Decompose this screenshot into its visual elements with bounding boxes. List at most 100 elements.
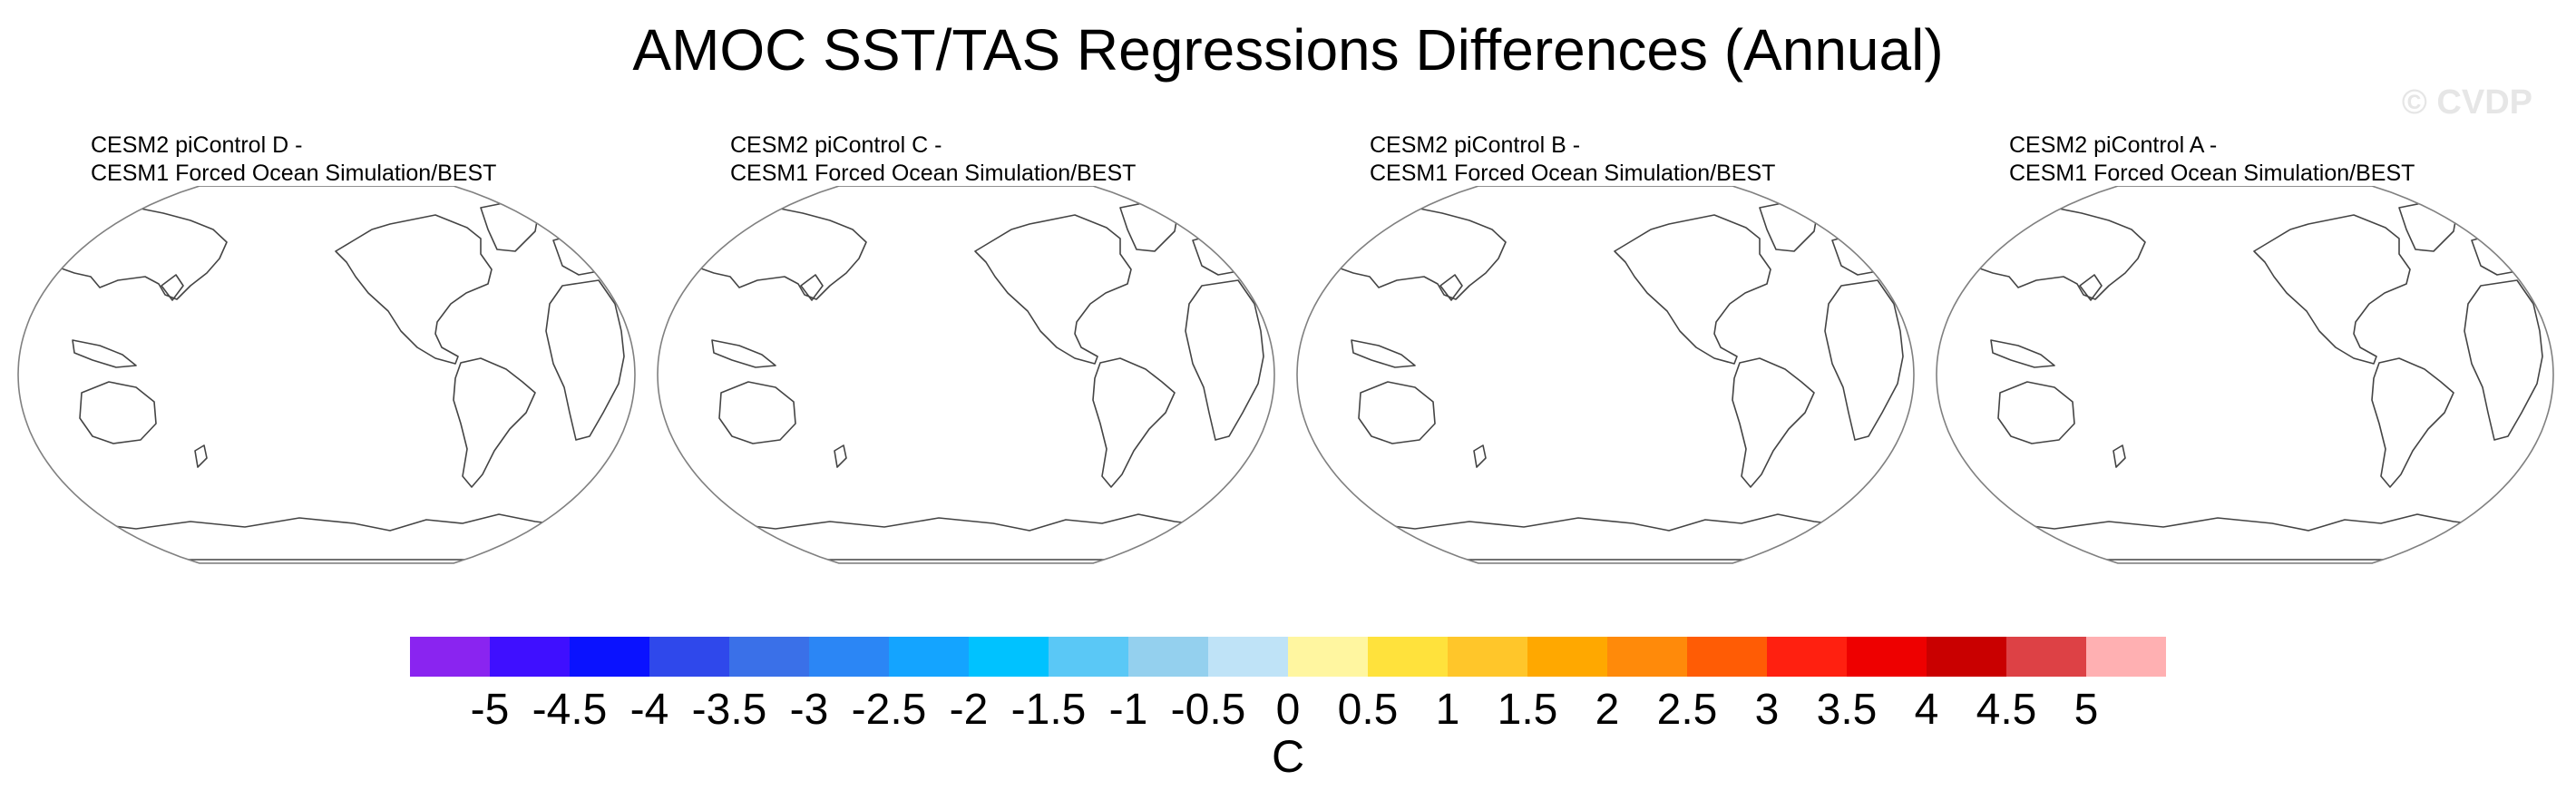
panel-title: CESM2 piControl A - CESM1 Forced Ocean S… [2009, 132, 2415, 188]
south-america-coastline [453, 357, 536, 488]
map-border [1936, 186, 2554, 564]
panel-title-line2: CESM1 Forced Ocean Simulation/BEST [1370, 161, 1776, 186]
panel-title-line1: CESM2 piControl C - [730, 132, 942, 158]
colorbar-swatch-7 [969, 637, 1049, 677]
new-zealand-coastline [1473, 444, 1487, 468]
continents [677, 200, 1268, 561]
new-zealand-coastline [834, 444, 847, 468]
panel-title-line1: CESM2 piControl D - [91, 132, 303, 158]
world-map [1296, 186, 1915, 564]
north-america-coastline [974, 214, 1132, 365]
world-map [657, 186, 1275, 564]
panel-title-line2: CESM1 Forced Ocean Simulation/BEST [2009, 161, 2415, 186]
eurasia-coastline [37, 205, 228, 300]
antarctica-coastline [1323, 513, 1888, 561]
colorbar-swatch-17 [1767, 637, 1847, 677]
panel-title: CESM2 piControl C - CESM1 Forced Ocean S… [730, 132, 1136, 188]
colorbar-tick-label: -1.5 [1011, 686, 1087, 730]
colorbar-tick-label: -3 [790, 686, 829, 730]
japan-coastline [2079, 274, 2103, 301]
panel-title: CESM2 piControl D - CESM1 Forced Ocean S… [91, 132, 496, 188]
colorbar-tick-label: -0.5 [1171, 686, 1246, 730]
japan-coastline [161, 274, 184, 301]
south-america-coastline [2371, 357, 2454, 488]
colorbar-units: C [1271, 731, 1305, 782]
north-america-coastline [1614, 214, 1771, 365]
colorbar-tick-label: -2 [950, 686, 989, 730]
colorbar-tick-label: -4.5 [532, 686, 608, 730]
map-panel-a: CESM2 piControl A - CESM1 Forced Ocean S… [1927, 132, 2562, 585]
world-map [1936, 186, 2554, 564]
colorbar-swatch-11 [1288, 637, 1368, 677]
colorbar-swatch-4 [729, 637, 809, 677]
panel-title-line2: CESM1 Forced Ocean Simulation/BEST [91, 161, 497, 186]
colorbar-swatch-3 [649, 637, 729, 677]
panel-title: CESM2 piControl B - CESM1 Forced Ocean S… [1370, 132, 1775, 188]
colorbar-tick-label: 4.5 [1976, 686, 2037, 730]
africa-coastline [1824, 279, 1904, 441]
colorbar-swatch-1 [490, 637, 570, 677]
colorbar-tick-label: -1 [1109, 686, 1148, 730]
cvdp-watermark: © CVDP [2401, 83, 2532, 122]
new-zealand-coastline [2113, 444, 2126, 468]
eurasia-coastline [1316, 205, 1507, 300]
colorbar-tick-label: -5 [471, 686, 510, 730]
colorbar-swatch-13 [1448, 637, 1527, 677]
map-border [1296, 186, 1915, 564]
south-america-coastline [1732, 357, 1815, 488]
figure-title: AMOC SST/TAS Regressions Differences (An… [632, 17, 1944, 83]
continents [1956, 200, 2547, 561]
colorbar-tick-label: -2.5 [852, 686, 927, 730]
colorbar-tick-label: 0 [1276, 686, 1301, 730]
colorbar-tick-label: 0.5 [1338, 686, 1399, 730]
maritime-continent-coastline [1351, 339, 1416, 368]
colorbar-swatch-16 [1687, 637, 1767, 677]
colorbar-tick-label: 1 [1436, 686, 1460, 730]
maritime-continent-coastline [1990, 339, 2055, 368]
colorbar-swatch-2 [570, 637, 649, 677]
colorbar: -5 -4.5 -4 -3.5 -3 -2.5 -2 -1.5 -1 -0.5 0 0.5 1 1.5 2 2… [410, 637, 2166, 730]
colorbar-swatch-19 [1927, 637, 2006, 677]
eurasia-coastline [1956, 205, 2146, 300]
antarctica-coastline [44, 513, 609, 561]
colorbar-tick-label: 4 [1915, 686, 1939, 730]
australia-coastline [79, 381, 157, 444]
colorbar-tick-label: 3 [1755, 686, 1780, 730]
colorbar-swatch-21 [2086, 637, 2166, 677]
colorbar-swatch-0 [410, 637, 490, 677]
colorbar-tick-label: 2 [1595, 686, 1620, 730]
australia-coastline [718, 381, 796, 444]
japan-coastline [1439, 274, 1463, 301]
colorbar-swatch-9 [1128, 637, 1208, 677]
colorbar-swatch-10 [1208, 637, 1288, 677]
map-border [17, 186, 636, 564]
antarctica-coastline [1963, 513, 2527, 561]
continents [37, 200, 629, 561]
colorbar-swatch-18 [1847, 637, 1927, 677]
panel-title-line2: CESM1 Forced Ocean Simulation/BEST [730, 161, 1137, 186]
colorbar-tick-label: 2.5 [1657, 686, 1718, 730]
australia-coastline [1358, 381, 1436, 444]
colorbar-tick-label: 5 [2074, 686, 2099, 730]
north-america-coastline [2253, 214, 2411, 365]
australia-coastline [1997, 381, 2075, 444]
eurasia-coastline [677, 205, 867, 300]
map-border [657, 186, 1275, 564]
new-zealand-coastline [194, 444, 208, 468]
colorbar-swatch-12 [1368, 637, 1448, 677]
panel-title-line1: CESM2 piControl A - [2009, 132, 2218, 158]
africa-coastline [1185, 279, 1264, 441]
map-panel-b: CESM2 piControl B - CESM1 Forced Ocean S… [1288, 132, 1923, 585]
maritime-continent-coastline [711, 339, 776, 368]
colorbar-tick-label: 1.5 [1498, 686, 1558, 730]
continents [1316, 200, 1908, 561]
panel-title-line1: CESM2 piControl B - [1370, 132, 1581, 158]
africa-coastline [2464, 279, 2543, 441]
colorbar-swatch-6 [889, 637, 969, 677]
colorbar-tick-label: -4 [630, 686, 669, 730]
south-america-coastline [1092, 357, 1176, 488]
colorbar-tick-label: -3.5 [692, 686, 767, 730]
world-map [17, 186, 636, 564]
colorbar-swatch-8 [1049, 637, 1128, 677]
antarctica-coastline [684, 513, 1248, 561]
